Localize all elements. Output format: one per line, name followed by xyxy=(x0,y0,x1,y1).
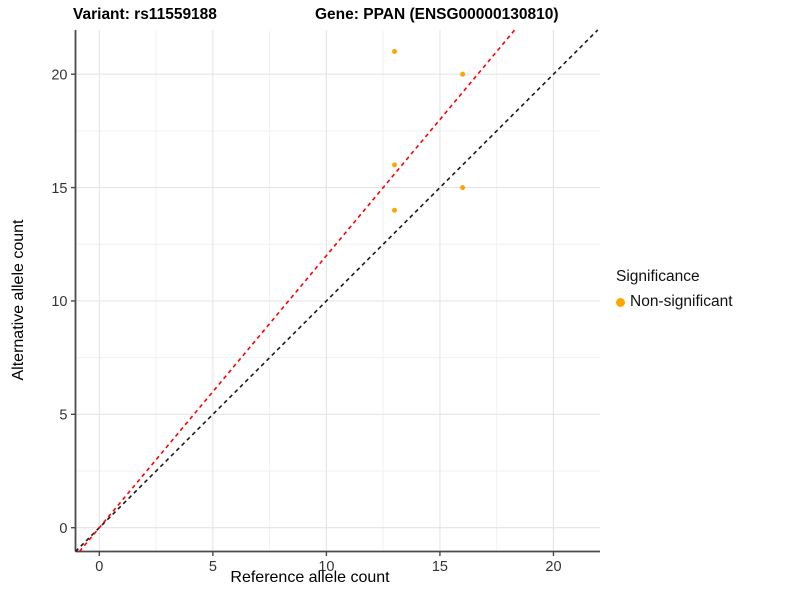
y-tick-label: 5 xyxy=(59,408,67,424)
x-tick-label: 10 xyxy=(318,559,334,575)
gene-title: Gene: PPAN (ENSG00000130810) xyxy=(315,6,559,23)
y-tick-label: 10 xyxy=(51,294,67,310)
y-tick-label: 20 xyxy=(51,67,67,83)
expected-ratio-line xyxy=(78,29,516,553)
legend-item: Non-significant xyxy=(616,293,733,311)
x-axis-label: Reference allele count xyxy=(230,569,390,586)
legend-title: Significance xyxy=(616,268,700,285)
x-tick-label: 15 xyxy=(432,559,448,575)
data-point xyxy=(392,207,398,213)
data-point xyxy=(460,71,466,77)
x-tick-label: 5 xyxy=(209,559,217,575)
legend-item-label: Non-significant xyxy=(630,293,733,310)
x-tick-label: 20 xyxy=(545,559,561,575)
y-axis-label: Alternative allele count xyxy=(10,219,27,381)
y-tick-label: 0 xyxy=(59,521,67,537)
data-point xyxy=(392,162,398,168)
legend-point-icon xyxy=(616,297,625,307)
variant-title: Variant: rs11559188 xyxy=(73,6,217,23)
legend: Significance Non-significant xyxy=(616,268,733,311)
data-point xyxy=(392,49,398,55)
data-point xyxy=(460,185,466,191)
y-tick-label: 15 xyxy=(51,181,67,197)
x-tick-label: 0 xyxy=(95,559,103,575)
identity-line xyxy=(74,29,599,553)
